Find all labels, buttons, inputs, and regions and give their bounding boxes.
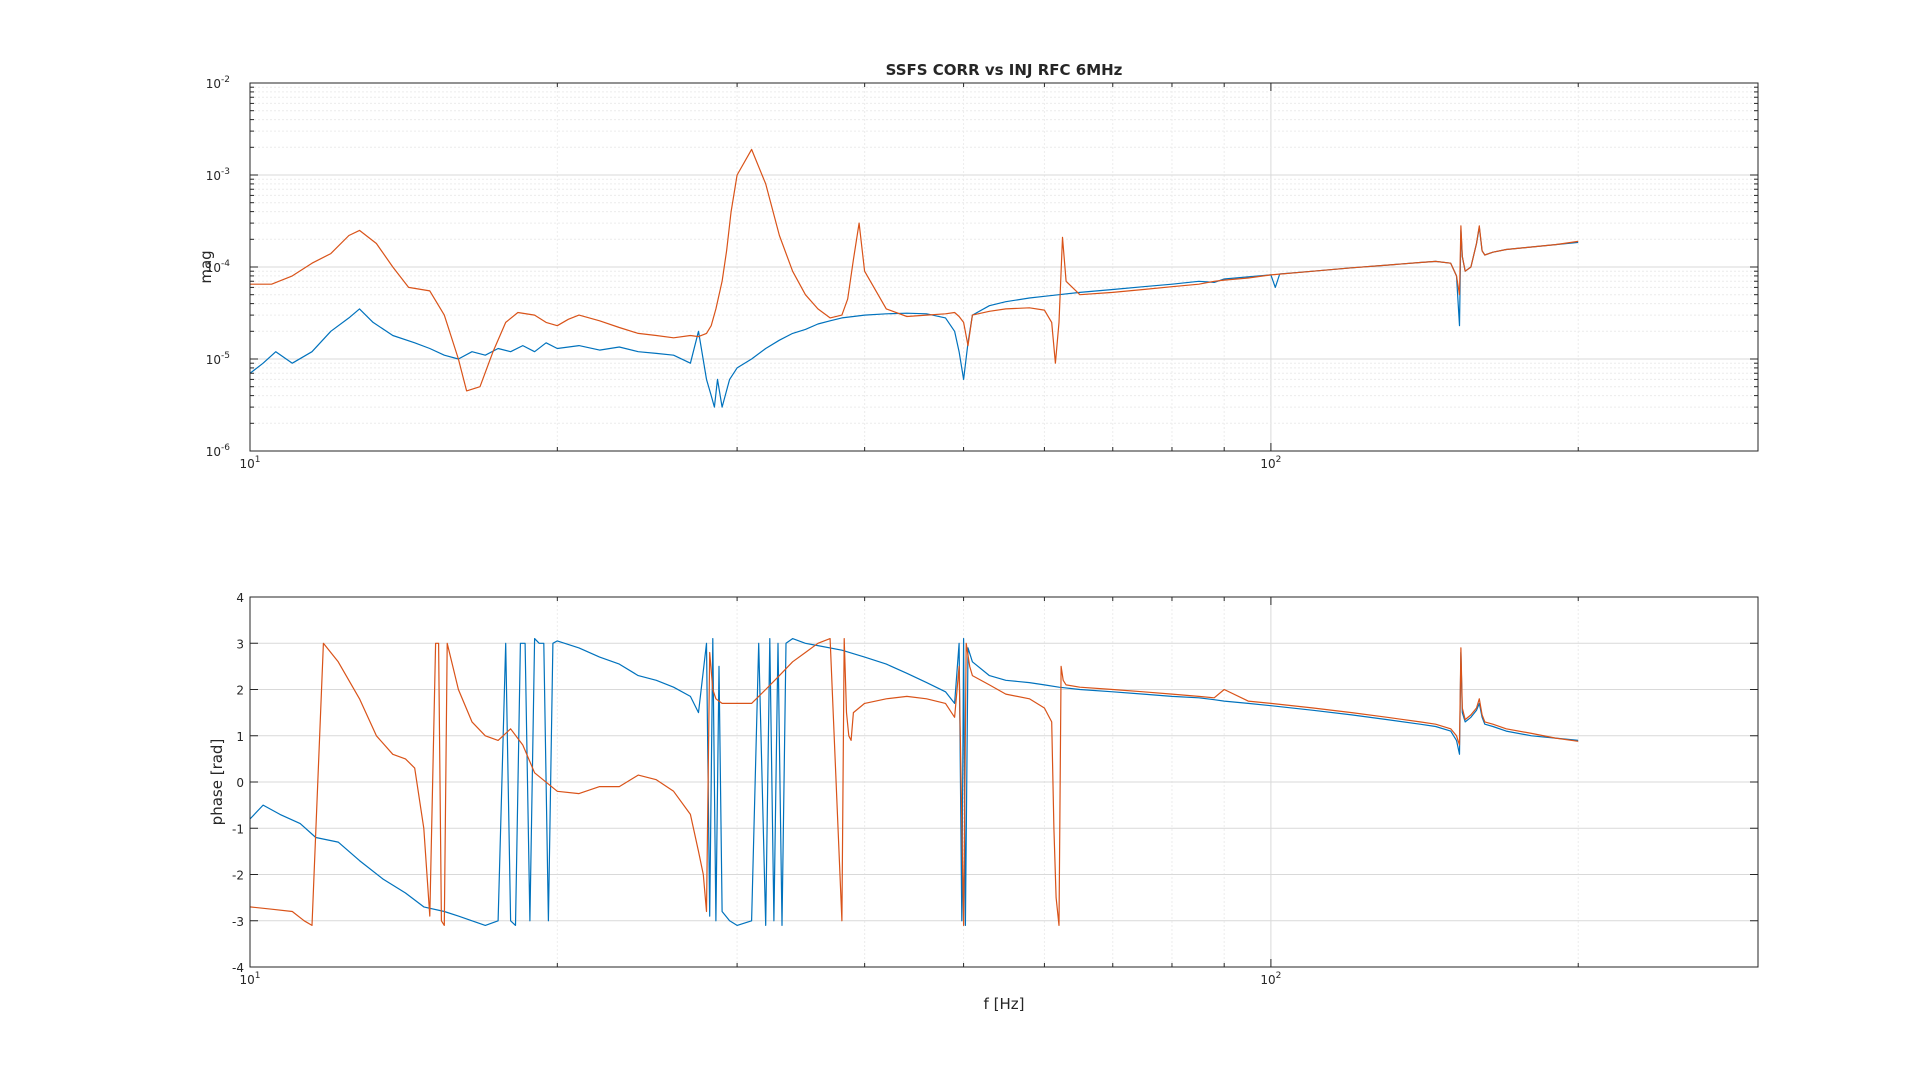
series-orange-line	[250, 148, 1579, 392]
y-tick-label: 4	[236, 591, 244, 605]
phase-xlabel: f [Hz]	[984, 995, 1025, 1013]
y-tick-label-exponent: -6	[221, 443, 230, 453]
y-tick-label: 1	[236, 730, 244, 744]
y-tick-label: 0	[236, 776, 244, 790]
series-orange-line	[249, 637, 1579, 927]
y-tick-label: -4	[232, 961, 244, 975]
magnitude-ylabel: mag	[197, 250, 215, 283]
series-blue-line	[249, 637, 1579, 927]
x-tick-label-exponent: 2	[1276, 455, 1282, 465]
y-tick-label: -3	[232, 915, 244, 929]
y-tick-label-exponent: -2	[221, 75, 230, 85]
y-tick-label-exponent: -4	[221, 259, 230, 269]
y-tick-label-exponent: -5	[221, 351, 230, 361]
y-tick-label: 2	[236, 684, 244, 698]
magnitude-series	[249, 148, 1579, 408]
y-tick-label: 3	[236, 637, 244, 651]
phase-series	[249, 637, 1579, 927]
x-tick-label-exponent: 1	[255, 455, 261, 465]
magnitude-grid	[249, 82, 1759, 452]
y-tick-label: -1	[232, 822, 244, 836]
x-tick-label-exponent: 1	[255, 971, 261, 981]
phase-ylabel: phase [rad]	[208, 739, 226, 826]
y-tick-label-exponent: -3	[221, 167, 230, 177]
y-tick-label: -2	[232, 869, 244, 883]
x-tick-label-exponent: 2	[1276, 971, 1282, 981]
magnitude-title: SSFS CORR vs INJ RFC 6MHz	[886, 61, 1123, 79]
